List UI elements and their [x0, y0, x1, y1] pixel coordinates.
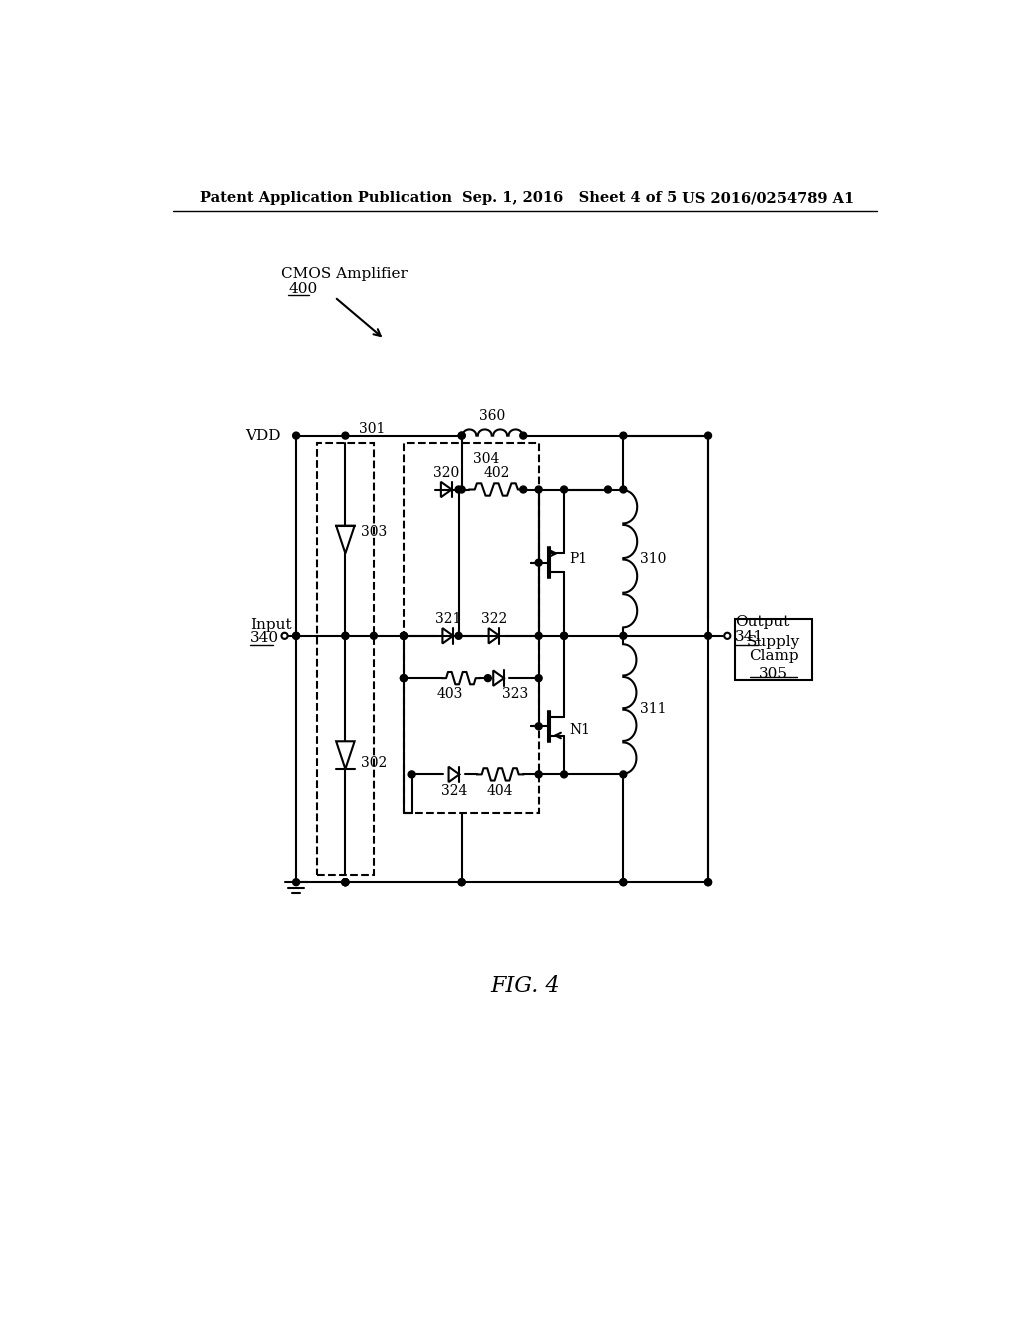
Text: 324: 324: [440, 784, 467, 799]
Text: P1: P1: [569, 552, 588, 566]
Circle shape: [342, 632, 349, 639]
Circle shape: [293, 879, 300, 886]
Circle shape: [400, 675, 408, 681]
Text: 400: 400: [289, 282, 317, 296]
Circle shape: [536, 486, 542, 492]
Text: Input: Input: [250, 618, 292, 632]
Circle shape: [560, 632, 567, 639]
Circle shape: [400, 675, 408, 681]
Text: 303: 303: [360, 525, 387, 539]
Circle shape: [455, 632, 462, 639]
Text: Clamp: Clamp: [749, 649, 799, 663]
Text: FIG. 4: FIG. 4: [490, 975, 559, 997]
Circle shape: [293, 632, 300, 639]
Circle shape: [536, 723, 542, 730]
Circle shape: [484, 675, 492, 681]
Circle shape: [293, 632, 300, 639]
Circle shape: [342, 879, 349, 886]
Text: VDD: VDD: [245, 429, 281, 442]
Text: 322: 322: [481, 612, 507, 626]
Text: CMOS Amplifier: CMOS Amplifier: [281, 267, 408, 281]
Circle shape: [560, 632, 567, 639]
Circle shape: [520, 486, 526, 492]
Text: Supply: Supply: [746, 635, 800, 649]
Circle shape: [342, 879, 349, 886]
Circle shape: [458, 879, 465, 886]
Circle shape: [560, 771, 567, 777]
Circle shape: [724, 632, 730, 639]
Circle shape: [342, 632, 349, 639]
Circle shape: [342, 432, 349, 440]
Circle shape: [371, 632, 378, 639]
Text: 341: 341: [735, 631, 764, 644]
Text: 360: 360: [479, 409, 506, 424]
Text: 340: 340: [250, 631, 279, 645]
Circle shape: [342, 879, 349, 886]
Circle shape: [520, 432, 526, 440]
Text: 311: 311: [640, 702, 667, 715]
Circle shape: [620, 879, 627, 886]
Circle shape: [536, 771, 542, 777]
Circle shape: [342, 879, 349, 886]
Circle shape: [400, 632, 408, 639]
Text: US 2016/0254789 A1: US 2016/0254789 A1: [682, 191, 854, 206]
Circle shape: [400, 632, 408, 639]
Text: Patent Application Publication: Patent Application Publication: [200, 191, 452, 206]
Circle shape: [400, 632, 408, 639]
Circle shape: [536, 560, 542, 566]
Text: 305: 305: [759, 668, 788, 681]
Text: 320: 320: [433, 466, 460, 479]
Text: 404: 404: [486, 784, 513, 799]
Circle shape: [705, 879, 712, 886]
Circle shape: [604, 486, 611, 492]
Circle shape: [620, 632, 627, 639]
Circle shape: [705, 879, 712, 886]
Text: 321: 321: [434, 612, 461, 626]
Circle shape: [293, 432, 300, 440]
Text: 302: 302: [360, 756, 387, 770]
Circle shape: [705, 432, 712, 440]
Circle shape: [282, 632, 288, 639]
Circle shape: [560, 486, 567, 492]
Circle shape: [409, 771, 415, 777]
Circle shape: [455, 486, 462, 492]
Text: 402: 402: [483, 466, 510, 479]
Circle shape: [620, 771, 627, 777]
Text: 403: 403: [437, 686, 463, 701]
Circle shape: [536, 675, 542, 681]
Bar: [403, 444, 539, 813]
Text: Output: Output: [735, 615, 790, 628]
Text: 304: 304: [473, 451, 500, 466]
Circle shape: [458, 879, 465, 886]
Circle shape: [458, 432, 465, 440]
Bar: [735, 619, 812, 681]
Bar: [316, 444, 374, 875]
Circle shape: [705, 632, 712, 639]
Text: 301: 301: [359, 422, 386, 437]
Circle shape: [620, 879, 627, 886]
Circle shape: [620, 486, 627, 492]
Text: Sep. 1, 2016   Sheet 4 of 5: Sep. 1, 2016 Sheet 4 of 5: [462, 191, 677, 206]
Text: N1: N1: [569, 723, 591, 737]
Circle shape: [458, 486, 465, 492]
Circle shape: [536, 632, 542, 639]
Circle shape: [620, 432, 627, 440]
Circle shape: [458, 432, 465, 440]
Text: 310: 310: [640, 552, 667, 566]
Text: 323: 323: [503, 686, 528, 701]
